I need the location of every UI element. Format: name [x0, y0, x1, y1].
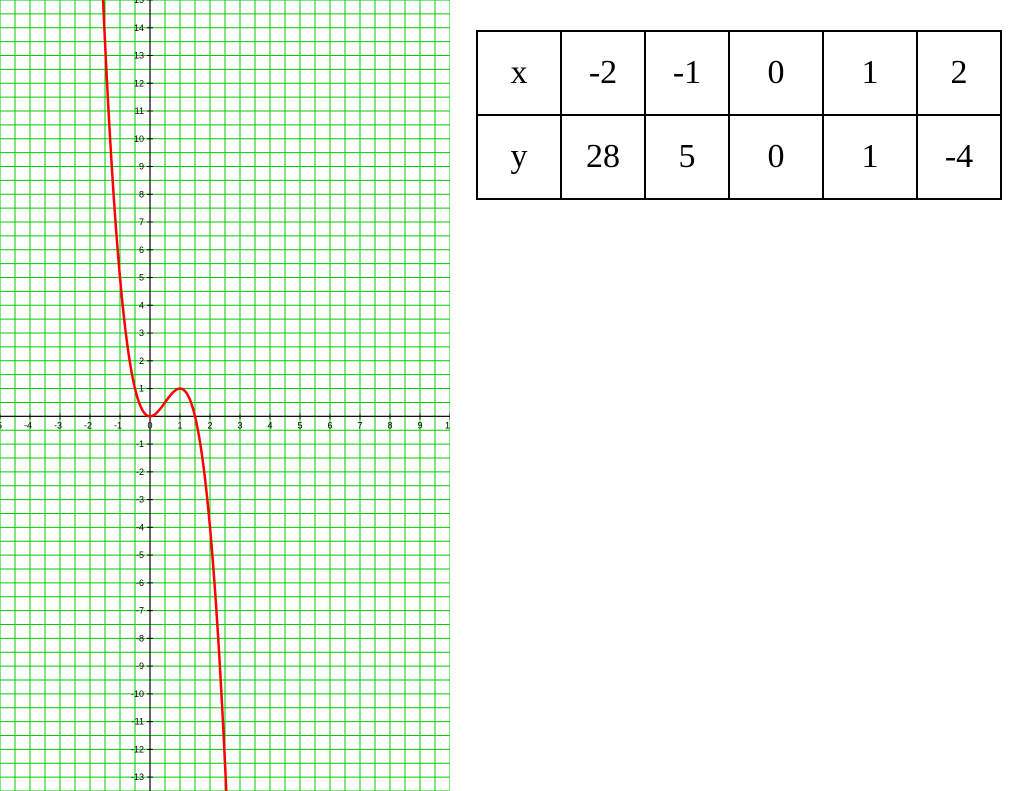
- svg-text:-4: -4: [136, 522, 144, 532]
- svg-text:3: 3: [237, 420, 242, 430]
- table-cell: 1: [823, 31, 917, 115]
- svg-text:-8: -8: [136, 633, 144, 643]
- svg-text:14: 14: [134, 23, 144, 33]
- svg-text:7: 7: [357, 420, 362, 430]
- table-cell: 1: [823, 115, 917, 199]
- svg-text:0: 0: [147, 420, 152, 430]
- table-cell: 28: [561, 115, 645, 199]
- svg-text:10: 10: [445, 420, 450, 430]
- svg-text:4: 4: [139, 300, 144, 310]
- svg-text:7: 7: [139, 217, 144, 227]
- svg-text:4: 4: [267, 420, 272, 430]
- svg-text:-9: -9: [136, 661, 144, 671]
- table-cell: -4: [917, 115, 1001, 199]
- svg-text:5: 5: [139, 273, 144, 283]
- svg-text:-1: -1: [114, 420, 122, 430]
- svg-text:11: 11: [135, 106, 144, 116]
- svg-text:6: 6: [139, 245, 144, 255]
- table-cell: 5: [645, 115, 729, 199]
- table-cell: 2: [917, 31, 1001, 115]
- chart-svg: -5-4-3-2-1012345678910-13-12-11-10-9-8-7…: [0, 0, 450, 791]
- table-cell: x: [477, 31, 561, 115]
- svg-text:6: 6: [327, 420, 332, 430]
- svg-text:-1: -1: [136, 439, 144, 449]
- svg-text:5: 5: [297, 420, 302, 430]
- table-row: x-2-1012: [477, 31, 1001, 115]
- svg-text:13: 13: [134, 51, 144, 61]
- svg-text:-3: -3: [54, 420, 62, 430]
- svg-text:-5: -5: [0, 420, 2, 430]
- svg-text:1: 1: [177, 420, 182, 430]
- table-cell: -2: [561, 31, 645, 115]
- svg-text:-4: -4: [24, 420, 32, 430]
- svg-text:8: 8: [139, 189, 144, 199]
- svg-text:-11: -11: [132, 717, 144, 727]
- svg-text:-10: -10: [131, 689, 144, 699]
- svg-text:-5: -5: [136, 550, 144, 560]
- svg-text:3: 3: [139, 328, 144, 338]
- svg-text:-6: -6: [136, 578, 144, 588]
- svg-text:12: 12: [134, 78, 144, 88]
- table-cell: y: [477, 115, 561, 199]
- svg-text:-13: -13: [131, 772, 144, 782]
- svg-text:10: 10: [134, 134, 144, 144]
- svg-text:2: 2: [207, 420, 212, 430]
- value-table-container: x-2-1012y28501-4: [476, 30, 1002, 200]
- table-row: y28501-4: [477, 115, 1001, 199]
- svg-text:-2: -2: [136, 467, 144, 477]
- svg-text:-12: -12: [131, 744, 144, 754]
- value-table: x-2-1012y28501-4: [476, 30, 1002, 200]
- table-cell: 0: [729, 31, 823, 115]
- svg-text:1: 1: [139, 384, 144, 394]
- svg-text:8: 8: [387, 420, 392, 430]
- svg-text:15: 15: [134, 0, 144, 5]
- svg-text:2: 2: [139, 356, 144, 366]
- svg-text:9: 9: [139, 162, 144, 172]
- svg-text:-2: -2: [84, 420, 92, 430]
- table-cell: 0: [729, 115, 823, 199]
- svg-text:-7: -7: [136, 606, 144, 616]
- svg-text:9: 9: [417, 420, 422, 430]
- table-cell: -1: [645, 31, 729, 115]
- function-chart: -5-4-3-2-1012345678910-13-12-11-10-9-8-7…: [0, 0, 450, 791]
- svg-text:-3: -3: [136, 495, 144, 505]
